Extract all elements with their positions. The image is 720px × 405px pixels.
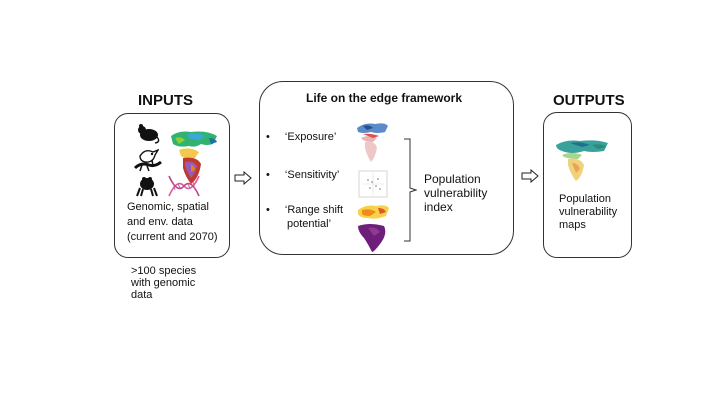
species-note: >100 species with genomic data — [131, 265, 196, 301]
bullet-label: ‘Range shift — [284, 204, 344, 216]
colored-range-map-icon — [171, 131, 217, 184]
inputs-heading: INPUTS — [138, 92, 194, 109]
range-shift-map-icon — [358, 205, 389, 219]
vulnerability-index-line: Population — [424, 172, 481, 186]
inputs-description-line: Genomic, spatial — [127, 201, 209, 213]
sensitivity-plot-icon — [358, 170, 388, 198]
frog-silhouette-icon — [136, 177, 158, 197]
vulnerability-index-line: vulnerability — [424, 186, 488, 200]
bullet-symbol: • — [266, 204, 270, 216]
bullet-label-continued: potential’ — [287, 218, 332, 230]
bullet-range-shift: • ‘Range shift potential’ — [266, 203, 343, 231]
right-brace-icon — [404, 138, 417, 242]
arrow-right-icon — [234, 171, 252, 185]
bullet-label: ‘Sensitivity’ — [284, 169, 340, 181]
range-shift-purple-map-icon — [358, 224, 386, 252]
bullet-symbol: • — [266, 131, 270, 143]
inputs-description: Genomic, spatial and env. data (current … — [127, 200, 218, 245]
inputs-description-line: and env. data — [127, 216, 193, 228]
exposure-map-icon — [357, 123, 388, 162]
outputs-description-line: vulnerability — [559, 206, 618, 218]
dna-helix-icon — [168, 175, 200, 197]
arrow-right-icon — [521, 169, 539, 183]
vulnerability-index-label: Population vulnerability index — [424, 172, 487, 214]
lizard-silhouette-icon — [133, 159, 162, 172]
bullet-symbol: • — [266, 169, 270, 181]
outputs-description-line: Population — [559, 193, 611, 205]
species-note-line: data — [131, 289, 153, 301]
species-note-line: with genomic — [131, 277, 196, 289]
outputs-heading: OUTPUTS — [553, 92, 625, 109]
outputs-description: Population vulnerability maps — [559, 193, 617, 232]
framework-box: Life on the edge framework • ‘Exposure’ … — [259, 81, 514, 255]
species-note-line: >100 species — [131, 265, 197, 277]
rodent-silhouette-icon — [138, 124, 160, 144]
inputs-description-line: (current and 2070) — [127, 231, 218, 243]
outputs-description-line: maps — [559, 219, 586, 231]
framework-title: Life on the edge framework — [306, 91, 463, 105]
outputs-box: Population vulnerability maps — [543, 112, 632, 258]
bullet-label: ‘Exposure’ — [284, 131, 337, 143]
bird-silhouette-icon — [139, 148, 159, 163]
inputs-box: Genomic, spatial and env. data (current … — [114, 113, 230, 258]
bullet-sensitivity: • ‘Sensitivity’ — [266, 169, 339, 181]
vulnerability-map-icon — [556, 140, 608, 181]
bullet-exposure: • ‘Exposure’ — [266, 131, 336, 143]
vulnerability-index-line: index — [424, 200, 453, 214]
